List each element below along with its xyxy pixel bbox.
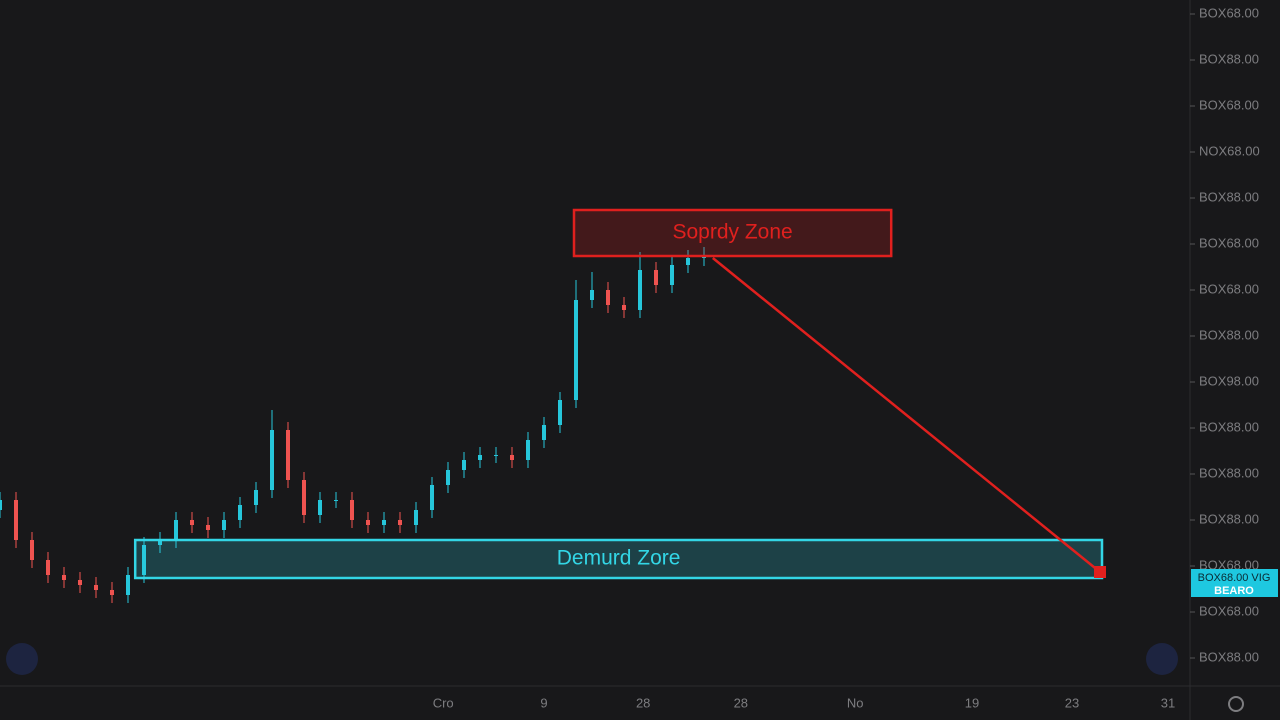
candle-body xyxy=(222,520,226,530)
candle-body xyxy=(158,540,162,545)
candle-body xyxy=(30,540,34,560)
candle-body xyxy=(382,520,386,525)
x-tick-label: 31 xyxy=(1161,695,1175,710)
candle-body xyxy=(590,290,594,300)
zone-label: Soprdy Zone xyxy=(672,221,792,244)
candle-body xyxy=(142,545,146,575)
price-label: BOX68.00 VIG xyxy=(1198,572,1271,584)
y-tick-label: BOX68.00 xyxy=(1199,5,1259,20)
x-tick-label: 9 xyxy=(540,695,547,710)
candle-body xyxy=(542,425,546,440)
y-tick-label: NOX68.00 xyxy=(1199,143,1260,158)
candle-body xyxy=(398,520,402,525)
candle-body xyxy=(46,560,50,575)
candle-body xyxy=(254,490,258,505)
y-tick-label: BOX88.00 xyxy=(1199,465,1259,480)
y-tick-label: BOX68.00 xyxy=(1199,557,1259,572)
clock-icon[interactable] xyxy=(1228,696,1244,712)
candle-body xyxy=(446,470,450,485)
y-tick-label: BOX88.00 xyxy=(1199,189,1259,204)
candle-body xyxy=(638,270,642,310)
candle-body xyxy=(622,305,626,310)
candle-body xyxy=(366,520,370,525)
x-tick-label: No xyxy=(847,695,864,710)
x-tick-label: 23 xyxy=(1065,695,1079,710)
candle-body xyxy=(14,500,18,540)
y-tick-label: BOX68.00 xyxy=(1199,281,1259,296)
candle-body xyxy=(334,500,338,501)
candle-body xyxy=(574,300,578,400)
candle-body xyxy=(478,455,482,460)
candle-body xyxy=(94,585,98,590)
candle-body xyxy=(318,500,322,515)
candle-body xyxy=(606,290,610,305)
y-tick-label: BOX68.00 xyxy=(1199,603,1259,618)
candle-body xyxy=(654,270,658,285)
y-tick-label: BOX88.00 xyxy=(1199,419,1259,434)
y-tick-label: BOX98.00 xyxy=(1199,373,1259,388)
candle-body xyxy=(686,258,690,265)
y-tick-label: BOX68.00 xyxy=(1199,235,1259,250)
zone xyxy=(572,208,893,258)
candle-body xyxy=(526,440,530,460)
candle-body xyxy=(510,455,514,460)
x-tick-label: Cro xyxy=(433,695,454,710)
candle-body xyxy=(414,510,418,525)
candle-body xyxy=(174,520,178,540)
candle-body xyxy=(670,265,674,285)
y-tick-label: BOX88.00 xyxy=(1199,327,1259,342)
zone-label: Demurd Zore xyxy=(557,547,681,570)
y-tick-label: BOX88.00 xyxy=(1199,511,1259,526)
candle-body xyxy=(190,520,194,525)
candle-body xyxy=(270,430,274,490)
settings-button[interactable] xyxy=(1146,643,1178,675)
candle-body xyxy=(350,500,354,520)
candle-body xyxy=(462,460,466,470)
candle-body xyxy=(206,525,210,530)
candle-body xyxy=(494,455,498,456)
arrow-line xyxy=(712,257,1101,573)
candle-body xyxy=(430,485,434,510)
x-tick-label: 28 xyxy=(636,695,650,710)
candle-body xyxy=(286,430,290,480)
candle-body xyxy=(238,505,242,520)
candle-body xyxy=(0,500,2,510)
candle-body xyxy=(78,580,82,585)
candle-body xyxy=(126,575,130,595)
y-tick-label: BOX68.00 xyxy=(1199,97,1259,112)
y-tick-label: BOX88.00 xyxy=(1199,649,1259,664)
price-label-box xyxy=(1191,569,1278,597)
x-tick-label: 19 xyxy=(965,695,979,710)
candle-body xyxy=(302,480,306,515)
candle-body xyxy=(62,575,66,580)
arrow-head xyxy=(1094,566,1106,578)
candle-body xyxy=(110,590,114,595)
logo-button[interactable] xyxy=(6,643,38,675)
x-tick-label: 28 xyxy=(734,695,748,710)
y-tick-label: BOX88.00 xyxy=(1199,51,1259,66)
candle-body xyxy=(558,400,562,425)
zone xyxy=(133,538,1104,580)
price-sublabel: BEARO xyxy=(1214,585,1254,597)
